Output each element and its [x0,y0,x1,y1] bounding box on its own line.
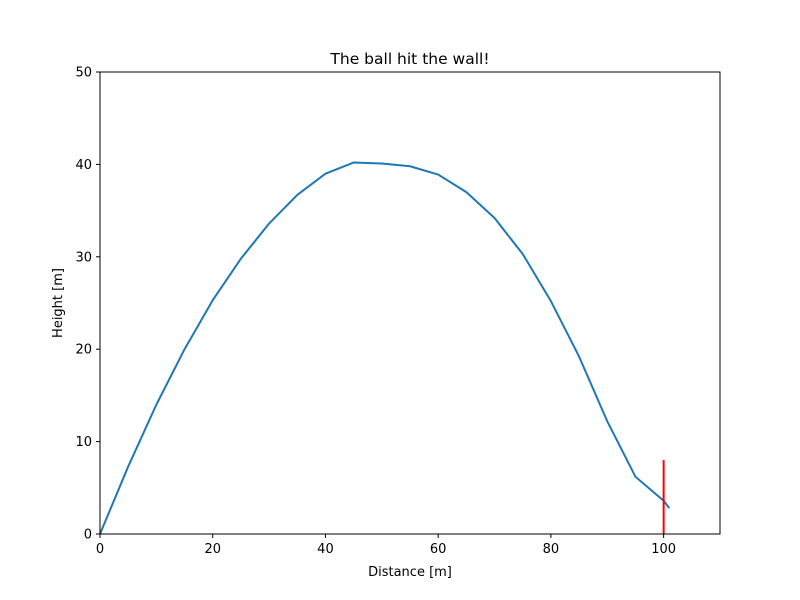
y-tick-label: 20 [75,343,92,358]
y-tick-label: 30 [75,250,92,265]
x-tick-label: 100 [651,542,676,557]
y-tick-label: 50 [75,66,92,81]
x-tick-label: 0 [96,542,104,557]
x-tick-label: 40 [317,542,334,557]
x-tick-label: 80 [543,542,560,557]
x-axis-label: Distance [m] [368,565,452,580]
x-tick-label: 20 [204,542,221,557]
y-axis-label: Height [m] [51,268,66,338]
y-tick-label: 0 [84,528,92,543]
y-tick-label: 40 [75,158,92,173]
trajectory-line [99,161,671,535]
chart-title: The ball hit the wall! [329,50,489,68]
y-tick-label: 10 [75,435,92,450]
x-tick-label: 60 [430,542,447,557]
plot-frame [99,71,721,535]
